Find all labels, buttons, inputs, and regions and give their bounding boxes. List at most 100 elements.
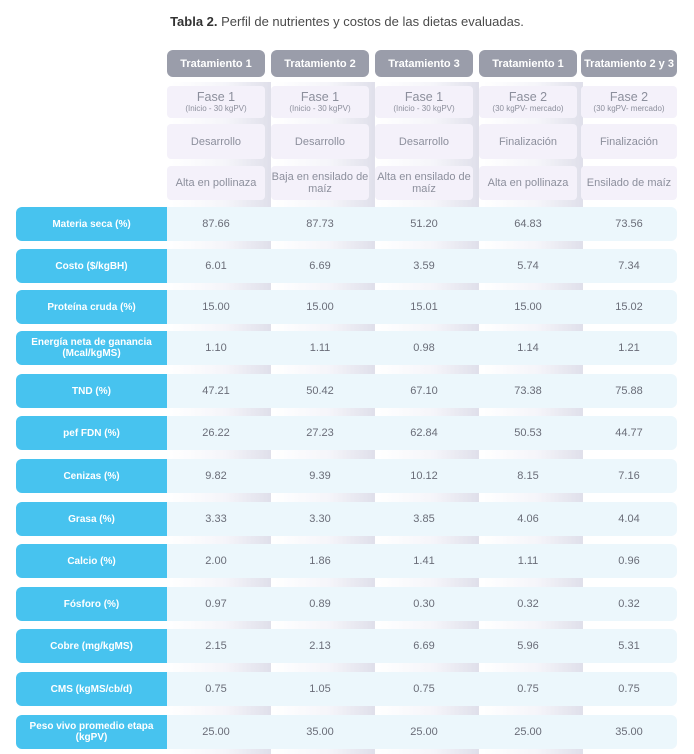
row-label: pef FDN (%) [16, 416, 167, 450]
table-cell: 7.34 [618, 260, 640, 272]
table-cell: 35.00 [615, 726, 643, 738]
table-row [167, 290, 677, 324]
table-cell: 15.02 [615, 301, 643, 313]
table-row [167, 416, 677, 450]
table-cell: 1.11 [309, 342, 331, 354]
row-label: Energía neta de ganancia (Mcal/kgMS) [16, 331, 167, 365]
table-cell: 0.89 [309, 598, 331, 610]
table-row [167, 207, 677, 241]
dieta-header: Alta en pollinaza [479, 166, 577, 200]
caption-text: Perfil de nutrientes y costos de las die… [217, 14, 524, 29]
dieta-header: Baja en ensilado de maíz [271, 166, 369, 200]
table-row [167, 331, 677, 365]
table-cell: 3.33 [205, 513, 227, 525]
tratamiento-header: Tratamiento 2 y 3 [581, 50, 677, 77]
table-cell: 25.00 [410, 726, 438, 738]
table-cell: 1.86 [309, 555, 331, 567]
table-row [167, 459, 677, 493]
table-cell: 15.01 [410, 301, 438, 313]
fase-label: Fase 1 [196, 89, 236, 104]
table-cell: 4.06 [517, 513, 539, 525]
table-cell: 73.38 [514, 385, 542, 397]
table-cell: 8.15 [517, 470, 539, 482]
fase-range: (30 kgPV- mercado) [593, 103, 665, 113]
fase-range: (Inicio - 30 kgPV) [185, 103, 247, 113]
row-label: TND (%) [16, 374, 167, 408]
table-row [167, 502, 677, 536]
table-cell: 51.20 [410, 218, 438, 230]
table-cell: 75.88 [615, 385, 643, 397]
dieta-header: Alta en ensilado de maíz [375, 166, 473, 200]
table-cell: 0.75 [413, 683, 435, 695]
table-cell: 9.82 [205, 470, 227, 482]
table-cell: 27.23 [306, 427, 334, 439]
table-cell: 64.83 [514, 218, 542, 230]
table-row [167, 587, 677, 621]
table-cell: 44.77 [615, 427, 643, 439]
table-cell: 1.14 [517, 342, 539, 354]
table-cell: 7.16 [618, 470, 640, 482]
table-row [167, 249, 677, 283]
table-cell: 2.15 [205, 640, 227, 652]
table-cell: 15.00 [306, 301, 334, 313]
table-cell: 0.75 [517, 683, 539, 695]
table-cell: 5.96 [517, 640, 539, 652]
dieta-header: Alta en pollinaza [167, 166, 265, 200]
table-row [167, 544, 677, 578]
table-cell: 50.53 [514, 427, 542, 439]
table-cell: 73.56 [615, 218, 643, 230]
row-label: Peso vivo promedio etapa (kgPV) [16, 715, 167, 749]
fase-label: Fase 1 [300, 89, 340, 104]
table-cell: 1.21 [618, 342, 640, 354]
table-row [167, 715, 677, 749]
table-cell: 15.00 [514, 301, 542, 313]
dieta-header: Ensilado de maíz [581, 166, 677, 200]
table-cell: 0.75 [618, 683, 640, 695]
row-label: Costo ($/kgBH) [16, 249, 167, 283]
etapa-header: Finalización [479, 124, 577, 159]
fase-header: Fase 1 (Inicio - 30 kgPV) [271, 86, 369, 118]
tratamiento-header: Tratamiento 3 [375, 50, 473, 77]
table-cell: 87.73 [306, 218, 334, 230]
table-cell: 0.97 [205, 598, 227, 610]
fase-range: (Inicio - 30 kgPV) [393, 103, 455, 113]
etapa-header: Finalización [581, 124, 677, 159]
table-cell: 0.32 [517, 598, 539, 610]
table-cell: 25.00 [514, 726, 542, 738]
table-cell: 6.69 [413, 640, 435, 652]
table-cell: 4.04 [618, 513, 640, 525]
fase-header: Fase 2 (30 kgPV- mercado) [581, 86, 677, 118]
table-cell: 1.05 [309, 683, 331, 695]
table-cell: 2.13 [309, 640, 331, 652]
table-cell: 0.30 [413, 598, 435, 610]
table-cell: 0.96 [618, 555, 640, 567]
etapa-header: Desarrollo [375, 124, 473, 159]
fase-header: Fase 1 (Inicio - 30 kgPV) [167, 86, 265, 118]
caption-label: Tabla 2. [170, 14, 218, 29]
tratamiento-header: Tratamiento 2 [271, 50, 369, 77]
table-cell: 2.00 [205, 555, 227, 567]
row-label: Cobre (mg/kgMS) [16, 629, 167, 663]
table-cell: 50.42 [306, 385, 334, 397]
fase-header: Fase 2 (30 kgPV- mercado) [479, 86, 577, 118]
etapa-header: Desarrollo [271, 124, 369, 159]
fase-range: (30 kgPV- mercado) [492, 103, 564, 113]
table-cell: 67.10 [410, 385, 438, 397]
table-cell: 5.31 [618, 640, 640, 652]
row-label: Materia seca (%) [16, 207, 167, 241]
table-cell: 47.21 [202, 385, 230, 397]
table-cell: 25.00 [202, 726, 230, 738]
table-cell: 15.00 [202, 301, 230, 313]
row-label: Calcio (%) [16, 544, 167, 578]
table-cell: 1.10 [205, 342, 227, 354]
table-cell: 9.39 [309, 470, 331, 482]
table-row [167, 672, 677, 706]
row-label: CMS (kgMS/cb/d) [16, 672, 167, 706]
table-cell: 3.30 [309, 513, 331, 525]
fase-label: Fase 2 [508, 89, 548, 104]
table-cell: 3.59 [413, 260, 435, 272]
table-cell: 3.85 [413, 513, 435, 525]
table-cell: 1.41 [413, 555, 435, 567]
table-cell: 0.32 [618, 598, 640, 610]
table-row [167, 374, 677, 408]
